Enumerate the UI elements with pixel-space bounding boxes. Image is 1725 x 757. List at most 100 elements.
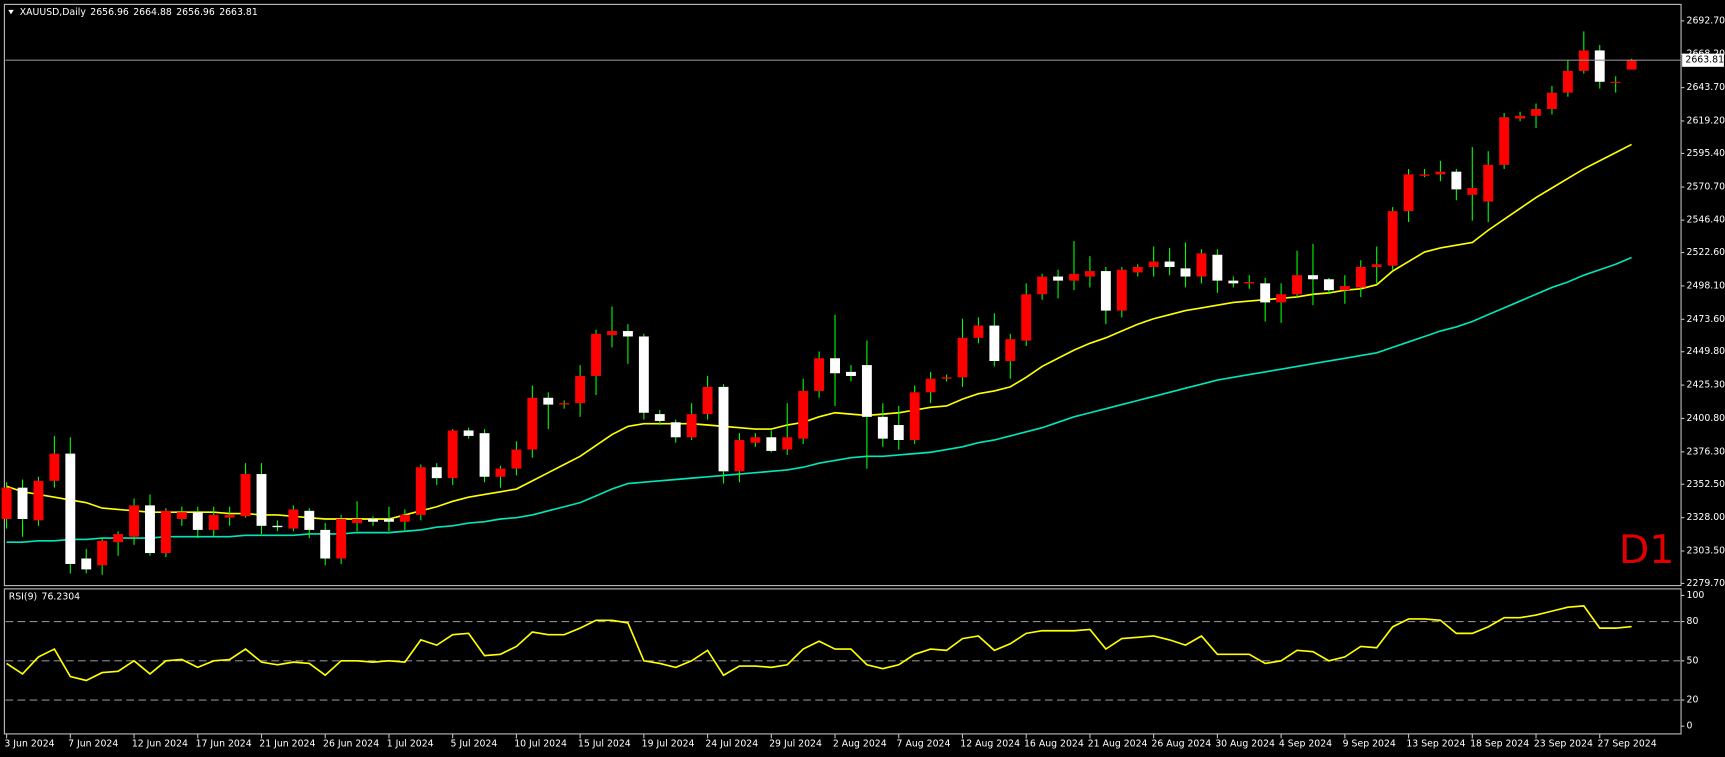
candle-body	[1562, 70, 1573, 93]
candle-body	[1005, 339, 1016, 361]
candle-body	[1355, 267, 1366, 288]
candle-body	[320, 529, 331, 559]
candle-body	[670, 422, 681, 438]
candle-body	[1547, 92, 1557, 110]
moving-average	[6, 256, 1632, 543]
x-tick-label: 26 Jun 2024	[323, 738, 379, 749]
candle-body	[591, 333, 602, 376]
header-low: 2656.96	[176, 7, 215, 18]
candle-body	[1100, 271, 1111, 311]
candle-body	[957, 337, 968, 378]
y-tick-label: 2425.30	[1687, 380, 1725, 391]
candle-body	[1260, 283, 1271, 303]
y-tick-label: 2473.60	[1687, 314, 1725, 325]
x-tick-label: 15 Jul 2024	[578, 738, 631, 749]
candle-body	[272, 525, 283, 528]
candle-body	[431, 467, 442, 479]
candle-body	[893, 425, 904, 440]
rsi-current: 76.2304	[42, 591, 81, 602]
x-tick-label: 12 Jun 2024	[132, 738, 188, 749]
candle-body	[49, 453, 60, 481]
candle-body	[1451, 171, 1462, 190]
candle-body	[495, 468, 506, 477]
candle-body	[925, 378, 936, 393]
y-tick-label: 2643.70	[1687, 82, 1725, 93]
candle-body	[224, 514, 235, 518]
candle-body	[81, 558, 92, 570]
y-tick-label: 2595.40	[1687, 148, 1725, 159]
candle-body	[750, 437, 761, 443]
x-tick-label: 24 Jul 2024	[705, 738, 758, 749]
candle-body	[734, 439, 745, 472]
y-tick-label: 2400.80	[1687, 413, 1725, 424]
candle-body	[1403, 174, 1414, 212]
x-tick-label: 23 Sep 2024	[1534, 738, 1593, 749]
candle-body	[1228, 280, 1239, 284]
candle-body	[1021, 294, 1032, 341]
candle-body	[1499, 117, 1510, 165]
candle-body	[814, 358, 825, 391]
price-panel-frame	[3, 3, 1682, 587]
candle-body	[160, 510, 171, 554]
chart-header: XAUUSD,Daily 2656.96 2664.88 2656.96 2663.81	[20, 7, 258, 18]
candle-body	[240, 474, 251, 517]
candle-body	[1084, 271, 1095, 277]
header-high: 2664.88	[133, 7, 172, 18]
candle-body	[97, 540, 108, 566]
candle-body	[1435, 171, 1446, 175]
candle-body	[479, 433, 490, 477]
x-tick-label: 13 Sep 2024	[1406, 738, 1465, 749]
candle-body	[1515, 115, 1526, 119]
y-tick-label: 2352.50	[1687, 479, 1725, 490]
header-open: 2656.96	[90, 7, 129, 18]
candle-body	[145, 505, 155, 554]
candle-body	[1419, 174, 1430, 176]
x-tick-label: 10 Jul 2024	[514, 738, 567, 749]
symbol-menu-arrow[interactable]	[8, 9, 14, 15]
y-tick-label: 2328.00	[1687, 512, 1725, 523]
candle-body	[1483, 164, 1494, 202]
candle-body	[129, 505, 139, 537]
x-tick-label: 16 Aug 2024	[1024, 738, 1084, 749]
candle-body	[686, 414, 697, 438]
rsi-panel-frame	[3, 588, 1682, 735]
candle-body	[368, 518, 378, 522]
candle-body	[1387, 211, 1398, 266]
y-tick-label: 2692.70	[1687, 15, 1725, 26]
candle-body	[1610, 81, 1621, 83]
candle-body	[256, 474, 267, 526]
rsi-header: RSI(9) 76.2304	[9, 591, 80, 602]
candle-body	[861, 365, 872, 417]
x-tick-label: 7 Aug 2024	[897, 738, 951, 749]
x-tick-label: 21 Jun 2024	[259, 738, 315, 749]
y-tick-label: 80	[1687, 616, 1699, 627]
candle-body	[352, 518, 363, 524]
candle-body	[511, 449, 522, 469]
rsi-line	[6, 605, 1632, 682]
y-tick-label: 20	[1687, 695, 1699, 706]
candle-body	[288, 509, 299, 529]
x-tick-label: 30 Aug 2024	[1215, 738, 1275, 749]
candle-body	[973, 325, 984, 338]
candle-body	[1148, 261, 1159, 268]
candle-body	[1212, 254, 1223, 281]
candle-body	[1276, 294, 1287, 303]
y-tick-label: 2619.20	[1687, 115, 1725, 126]
y-tick-label: 2522.60	[1687, 247, 1725, 258]
x-tick-label: 9 Sep 2024	[1343, 738, 1396, 749]
candle-body	[559, 403, 570, 405]
header-close: 2663.81	[219, 7, 258, 18]
x-tick-label: 1 Jul 2024	[387, 738, 434, 749]
x-tick-label: 19 Jul 2024	[642, 738, 695, 749]
candle-body	[304, 510, 315, 530]
candle-body	[1196, 253, 1207, 277]
candle-body	[384, 518, 394, 522]
candle-body	[1180, 268, 1191, 277]
candle-body	[1116, 269, 1127, 311]
candle-body	[575, 375, 586, 404]
candle-body	[989, 325, 1000, 361]
candle-body	[1339, 286, 1350, 291]
x-tick-label: 5 Jul 2024	[450, 738, 497, 749]
candle-body	[1467, 188, 1478, 195]
current-price-label: 2663.81	[1685, 55, 1724, 66]
